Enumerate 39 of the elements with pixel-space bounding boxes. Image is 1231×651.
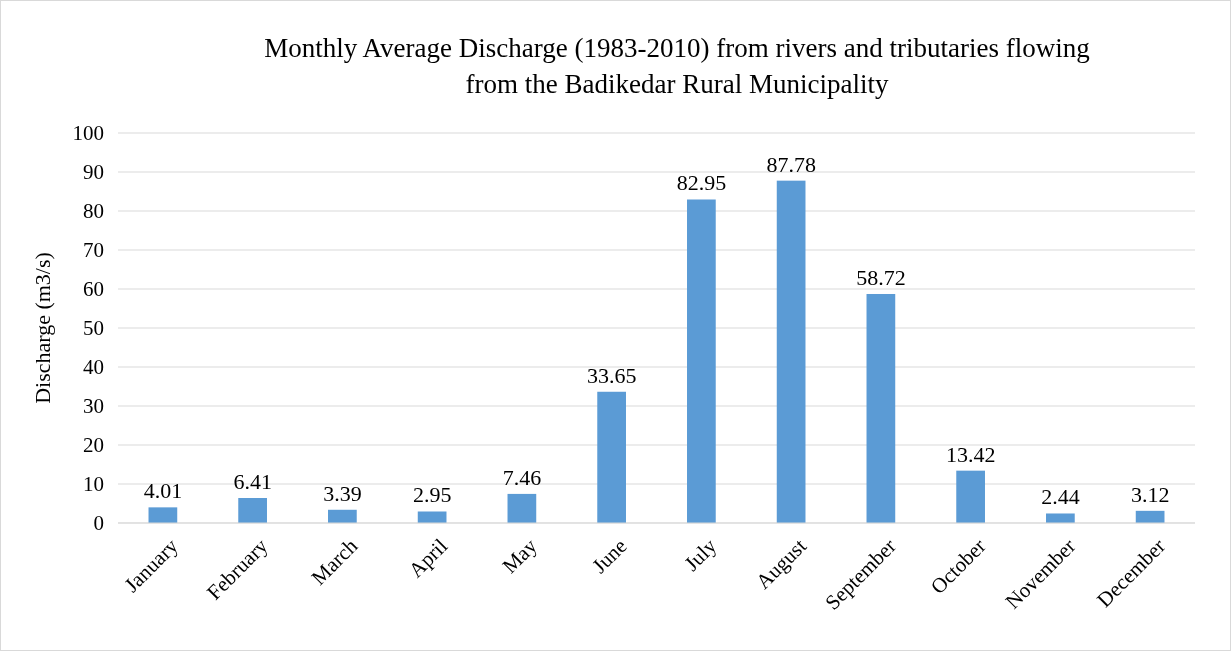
y-tick-label: 70 <box>83 238 104 263</box>
bar <box>1046 513 1075 523</box>
data-label: 6.41 <box>233 469 272 494</box>
data-label: 33.65 <box>586 362 637 388</box>
y-tick-label: 90 <box>83 160 104 185</box>
y-tick-label: 20 <box>83 433 104 458</box>
bar <box>417 511 447 523</box>
x-tick-label: July <box>679 533 722 576</box>
y-tick-label: 50 <box>83 316 104 341</box>
data-label: 3.12 <box>1130 481 1170 507</box>
data-label: 13.42 <box>945 441 996 467</box>
y-tick-label: 80 <box>83 199 104 224</box>
bar <box>507 493 537 523</box>
bar <box>328 509 357 523</box>
data-label: 87.78 <box>766 151 816 177</box>
data-label: 82.95 <box>676 170 727 196</box>
y-tick-label: 30 <box>83 394 104 419</box>
data-label: 2.44 <box>1041 484 1080 510</box>
bar <box>776 180 806 523</box>
y-tick-label: 10 <box>83 472 104 497</box>
y-tick-label: 60 <box>83 277 104 302</box>
bar <box>687 199 716 523</box>
x-tick-label: May <box>497 533 543 579</box>
y-axis-title: Discharge (m3/s) <box>30 252 55 404</box>
bar <box>866 293 896 523</box>
bar <box>238 498 267 523</box>
data-label: 7.46 <box>502 464 542 490</box>
y-tick-label: 0 <box>93 511 104 536</box>
y-tick-label: 40 <box>83 355 104 380</box>
bar <box>597 391 626 523</box>
data-label: 3.39 <box>323 480 362 506</box>
bar <box>148 507 178 523</box>
data-label: 58.72 <box>856 264 906 290</box>
bar <box>956 470 985 523</box>
data-label: 4.01 <box>143 478 183 504</box>
x-tick-label: June <box>587 533 632 579</box>
y-tick-label: 100 <box>72 121 104 146</box>
data-label: 2.95 <box>412 482 452 508</box>
chart-title: Monthly Average Discharge (1983-2010) from rivers and tributaries flowing from the Badikedar Rural Municipality <box>264 33 1090 99</box>
